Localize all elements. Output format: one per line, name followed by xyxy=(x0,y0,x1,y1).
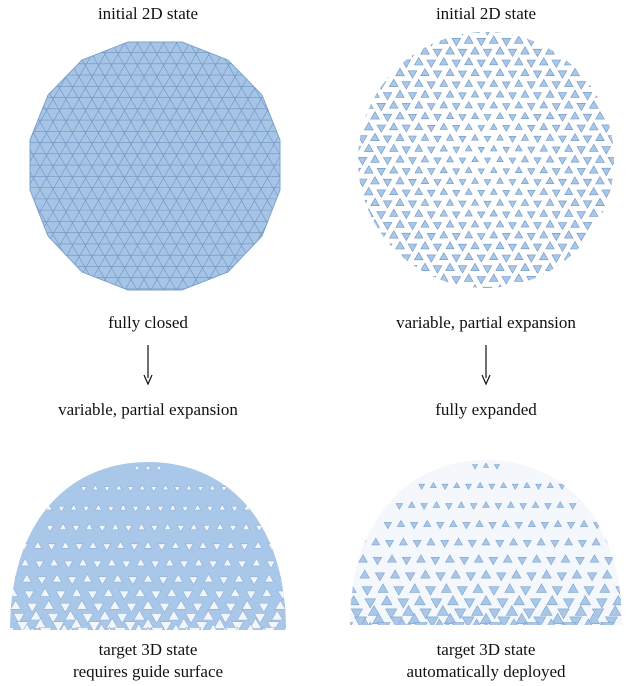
label: target 3D state xyxy=(437,640,536,659)
label: initial 2D state xyxy=(436,4,536,23)
label: fully closed xyxy=(108,313,188,332)
arrow-head xyxy=(143,374,153,386)
label: target 3D state xyxy=(99,640,198,659)
label: automatically deployed xyxy=(406,662,566,681)
arrow-head xyxy=(481,374,491,386)
expanded-pattern xyxy=(358,32,614,288)
label: fully expanded xyxy=(435,400,537,419)
right-dome xyxy=(350,460,622,625)
label: initial 2D state xyxy=(98,4,198,23)
label: variable, partial expansion xyxy=(396,313,576,332)
label: requires guide surface xyxy=(73,662,223,681)
left-dome xyxy=(10,462,286,630)
label: variable, partial expansion xyxy=(58,400,238,419)
closed-pattern xyxy=(29,41,281,291)
